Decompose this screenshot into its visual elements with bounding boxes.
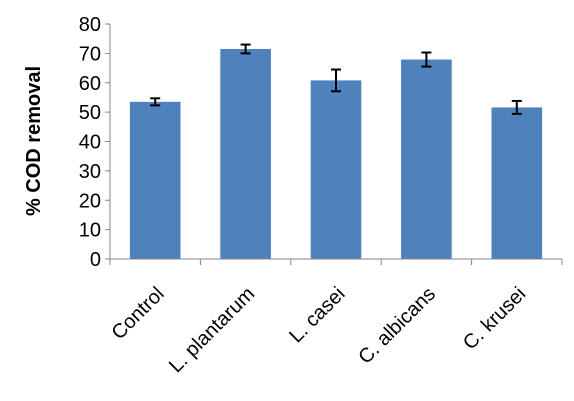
x-tick-label: C. albicans: [354, 283, 440, 369]
y-tick-label: 40: [79, 132, 101, 154]
bars: [129, 48, 543, 260]
error-bar-l-casei: [331, 68, 341, 93]
x-tick-label: Control: [108, 283, 169, 344]
y-tick-label: 0: [90, 249, 101, 271]
y-tick-label: 70: [79, 43, 101, 65]
y-tick-label: 20: [79, 190, 101, 212]
error-bars: [150, 43, 522, 115]
y-tick-label: 10: [79, 220, 101, 242]
axes: [105, 23, 563, 265]
error-bar-control: [150, 97, 161, 107]
x-tick-label: C. krusei: [459, 283, 530, 354]
x-tick-label: L. casei: [285, 283, 349, 347]
bar-l-plantarum: [220, 48, 271, 259]
y-tick-label: 30: [79, 161, 101, 183]
bar-control: [129, 101, 181, 259]
y-tick-label: 60: [79, 73, 101, 95]
y-tick-label: 80: [79, 14, 101, 36]
bar-c-krusei: [491, 107, 543, 259]
error-bar-c-albicans: [421, 51, 432, 68]
error-bar-c-krusei: [511, 99, 522, 115]
error-bar-l-plantarum: [240, 43, 251, 55]
x-tick-label: L. plantarum: [165, 283, 259, 377]
bar-c-albicans: [401, 59, 452, 260]
y-axis-title: % COD removal: [23, 66, 45, 216]
y-tick-label: 50: [79, 102, 101, 124]
bar-l-casei: [310, 80, 362, 260]
